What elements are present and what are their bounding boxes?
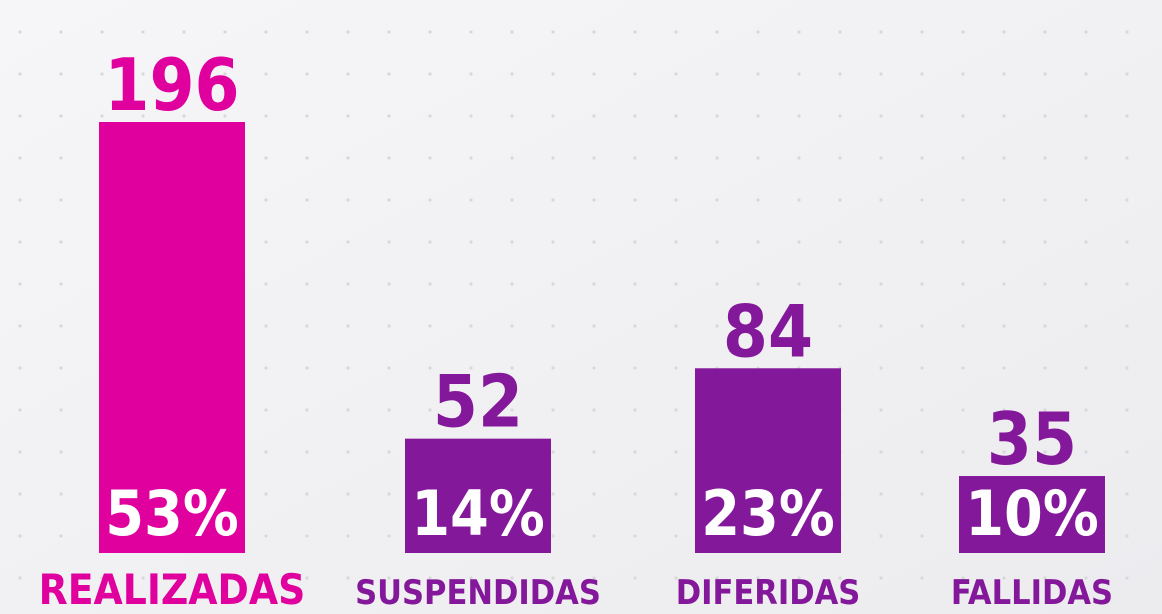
percent-label: 14% bbox=[411, 477, 545, 550]
category-label: FALLIDAS bbox=[951, 573, 1113, 613]
percent-label: 10% bbox=[965, 477, 1099, 550]
value-label: 84 bbox=[723, 289, 813, 373]
value-label: 35 bbox=[987, 397, 1077, 481]
bar bbox=[959, 476, 1105, 553]
bar bbox=[405, 438, 551, 553]
bars: 196 53% REALIZADAS 52 14% SUSPENDIDAS 84 23% DIF… bbox=[39, 43, 1113, 614]
percent-label: 23% bbox=[701, 477, 835, 550]
bar bbox=[99, 122, 245, 553]
category-label: DIFERIDAS bbox=[676, 573, 861, 613]
value-label: 196 bbox=[104, 43, 239, 127]
value-label: 52 bbox=[433, 360, 523, 444]
bar bbox=[695, 368, 841, 553]
category-label: REALIZADAS bbox=[39, 565, 306, 614]
category-label: SUSPENDIDAS bbox=[355, 573, 601, 613]
percent-label: 53% bbox=[105, 477, 239, 550]
